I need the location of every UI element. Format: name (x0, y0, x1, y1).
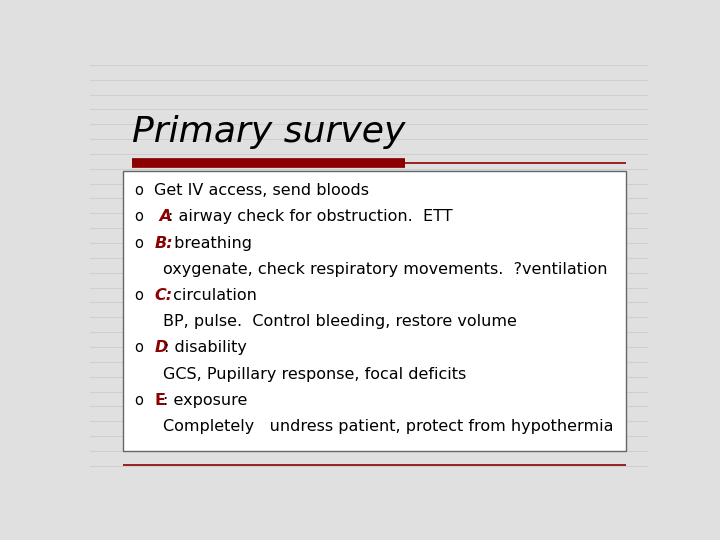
Text: o: o (135, 341, 143, 355)
Text: : disability: : disability (164, 341, 247, 355)
Text: o: o (135, 210, 143, 225)
Text: D: D (154, 341, 168, 355)
FancyBboxPatch shape (124, 171, 626, 451)
Text: C:: C: (154, 288, 172, 303)
Text: Get IV access, send bloods: Get IV access, send bloods (154, 183, 369, 198)
Text: E: E (154, 393, 165, 408)
Text: oxygenate, check respiratory movements.  ?ventilation: oxygenate, check respiratory movements. … (163, 262, 607, 277)
Text: BP, pulse.  Control bleeding, restore volume: BP, pulse. Control bleeding, restore vol… (163, 314, 516, 329)
Text: A: A (154, 210, 172, 225)
Text: Completely   undress patient, protect from hypothermia: Completely undress patient, protect from… (163, 419, 613, 434)
Text: circulation: circulation (168, 288, 257, 303)
Text: breathing: breathing (168, 235, 251, 251)
Text: o: o (135, 288, 143, 303)
Text: o: o (135, 183, 143, 198)
Text: : airway check for obstruction.  ETT: : airway check for obstruction. ETT (168, 210, 453, 225)
Text: : exposure: : exposure (163, 393, 247, 408)
Text: o: o (135, 235, 143, 251)
Text: o: o (135, 393, 143, 408)
Text: GCS, Pupillary response, focal deficits: GCS, Pupillary response, focal deficits (163, 367, 466, 382)
Text: Primary survey: Primary survey (132, 114, 405, 148)
Text: B:: B: (154, 235, 173, 251)
